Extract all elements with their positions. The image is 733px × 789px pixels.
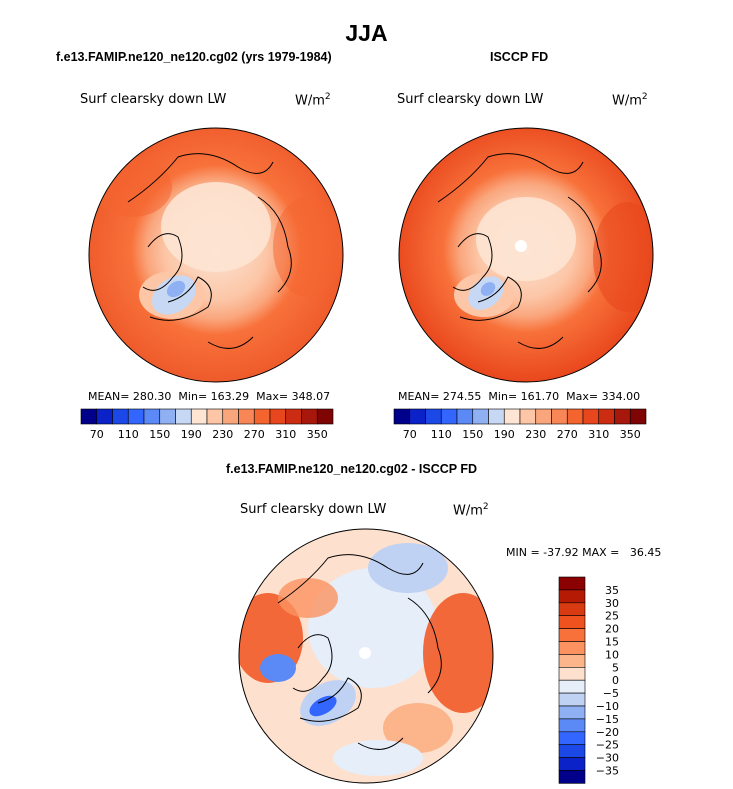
colorbar-tick-label: −35 — [596, 765, 619, 778]
colorbar-tick-label: −30 — [596, 752, 619, 765]
colorbar-tick-label: 230 — [212, 428, 233, 441]
colorbar-swatch — [503, 408, 521, 425]
colorbar-tick-label: 190 — [494, 428, 515, 441]
colorbar-swatch — [127, 408, 145, 425]
colorbar-tick-label: −15 — [596, 713, 619, 726]
colorbar-swatch — [551, 408, 568, 425]
colorbar-tick-label: 25 — [605, 610, 619, 623]
colorbar-tick-label: −25 — [596, 739, 619, 752]
colorbar-tick-label: 310 — [588, 428, 609, 441]
colorbar-swatch — [96, 408, 113, 425]
obs-colorbar: 70 110 150 190 230 270 310 350 — [393, 408, 647, 441]
colorbar-swatch — [253, 408, 271, 425]
colorbar-tick-label: 190 — [181, 428, 202, 441]
model-polar-map — [88, 127, 344, 383]
colorbar-swatch — [558, 628, 586, 642]
obs-field-label: Surf clearsky down LW — [397, 92, 544, 107]
colorbar-swatch — [558, 718, 586, 733]
colorbar-swatch — [159, 408, 176, 425]
colorbar-swatch — [269, 408, 287, 425]
model-panel-title: f.e13.FAMIP.ne120_ne120.cg02 (yrs 1979-1… — [56, 50, 332, 64]
colorbar-swatch — [80, 408, 98, 425]
colorbar-tick-label: 310 — [275, 428, 296, 441]
colorbar-tick-label: 70 — [403, 428, 417, 441]
colorbar-swatch — [472, 408, 489, 425]
model-field-label: Surf clearsky down LW — [80, 92, 227, 107]
colorbar-tick-label: 270 — [244, 428, 265, 441]
main-title: JJA — [345, 20, 388, 46]
colorbar-swatch — [143, 408, 161, 425]
colorbar-tick-label: 110 — [431, 428, 452, 441]
colorbar-tick-label: 110 — [118, 428, 139, 441]
colorbar-tick-label: 150 — [462, 428, 483, 441]
colorbar-tick-label: 350 — [620, 428, 641, 441]
diff-polar-map — [238, 528, 494, 784]
colorbar-tick-label: 30 — [605, 597, 619, 610]
colorbar-swatch — [316, 408, 334, 425]
diff-field-label: Surf clearsky down LW — [240, 502, 387, 517]
colorbar-swatch — [566, 408, 584, 425]
colorbar-swatch — [206, 408, 224, 425]
obs-units: W/m2 — [612, 92, 648, 109]
colorbar-tick-label: −20 — [596, 726, 619, 739]
colorbar-swatch — [629, 408, 647, 425]
colorbar-swatch — [558, 692, 586, 707]
colorbar-tick-label: 15 — [605, 636, 619, 649]
colorbar-swatch — [558, 654, 586, 668]
colorbar-swatch — [558, 602, 586, 616]
colorbar-tick-label: −10 — [596, 700, 619, 713]
colorbar-swatch — [535, 408, 552, 425]
colorbar-swatch — [558, 589, 586, 604]
colorbar-swatch — [222, 408, 239, 425]
diff-minmax: MIN = -37.92 MAX = 36.45 — [506, 546, 662, 559]
diff-panel-title: f.e13.FAMIP.ne120_ne120.cg02 - ISCCP FD — [226, 462, 478, 476]
colorbar-tick-label: 70 — [90, 428, 104, 441]
colorbar-swatch — [425, 408, 442, 425]
colorbar-tick-label: 0 — [612, 674, 619, 687]
colorbar-swatch — [598, 408, 615, 425]
colorbar-swatch — [440, 408, 458, 425]
colorbar-swatch — [558, 641, 586, 655]
colorbar-tick-label: 230 — [525, 428, 546, 441]
colorbar-swatch — [558, 615, 586, 629]
colorbar-swatch — [558, 757, 586, 771]
colorbar-swatch — [558, 731, 586, 746]
colorbar-tick-label: 20 — [605, 623, 619, 636]
diff-units: W/m2 — [453, 502, 489, 519]
colorbar-swatch — [393, 408, 411, 425]
colorbar-swatch — [519, 408, 537, 425]
colorbar-swatch — [301, 408, 318, 425]
obs-panel-title: ISCCP FD — [490, 50, 549, 64]
model-units: W/m2 — [295, 92, 331, 109]
colorbar-swatch — [558, 770, 586, 784]
colorbar-swatch — [558, 705, 586, 720]
colorbar-swatch — [190, 408, 208, 425]
colorbar-swatch — [582, 408, 600, 425]
colorbar-swatch — [456, 408, 474, 425]
colorbar-tick-label: 10 — [605, 648, 619, 661]
colorbar-swatch — [558, 576, 586, 591]
colorbar-tick-label: 270 — [557, 428, 578, 441]
colorbar-tick-label: 5 — [612, 661, 619, 674]
colorbar-tick-label: −5 — [603, 687, 619, 700]
model-stats: MEAN= 280.30 Min= 163.29 Max= 348.07 — [88, 390, 331, 403]
colorbar-swatch — [488, 408, 505, 425]
colorbar-swatch — [558, 679, 586, 694]
colorbar-tick-label: 150 — [149, 428, 170, 441]
colorbar-swatch — [175, 408, 192, 425]
colorbar-tick-label: 350 — [307, 428, 328, 441]
obs-polar-map — [398, 127, 654, 383]
colorbar-tick-label: 35 — [605, 584, 619, 597]
colorbar-swatch — [558, 744, 586, 758]
model-colorbar: 70 110 150 190 230 270 310 350 — [80, 408, 334, 441]
colorbar-swatch — [614, 408, 631, 425]
colorbar-swatch — [409, 408, 426, 425]
obs-stats: MEAN= 274.55 Min= 161.70 Max= 334.00 — [398, 390, 641, 403]
colorbar-swatch — [285, 408, 302, 425]
colorbar-swatch — [238, 408, 255, 425]
colorbar-swatch — [558, 667, 586, 681]
colorbar-swatch — [112, 408, 129, 425]
